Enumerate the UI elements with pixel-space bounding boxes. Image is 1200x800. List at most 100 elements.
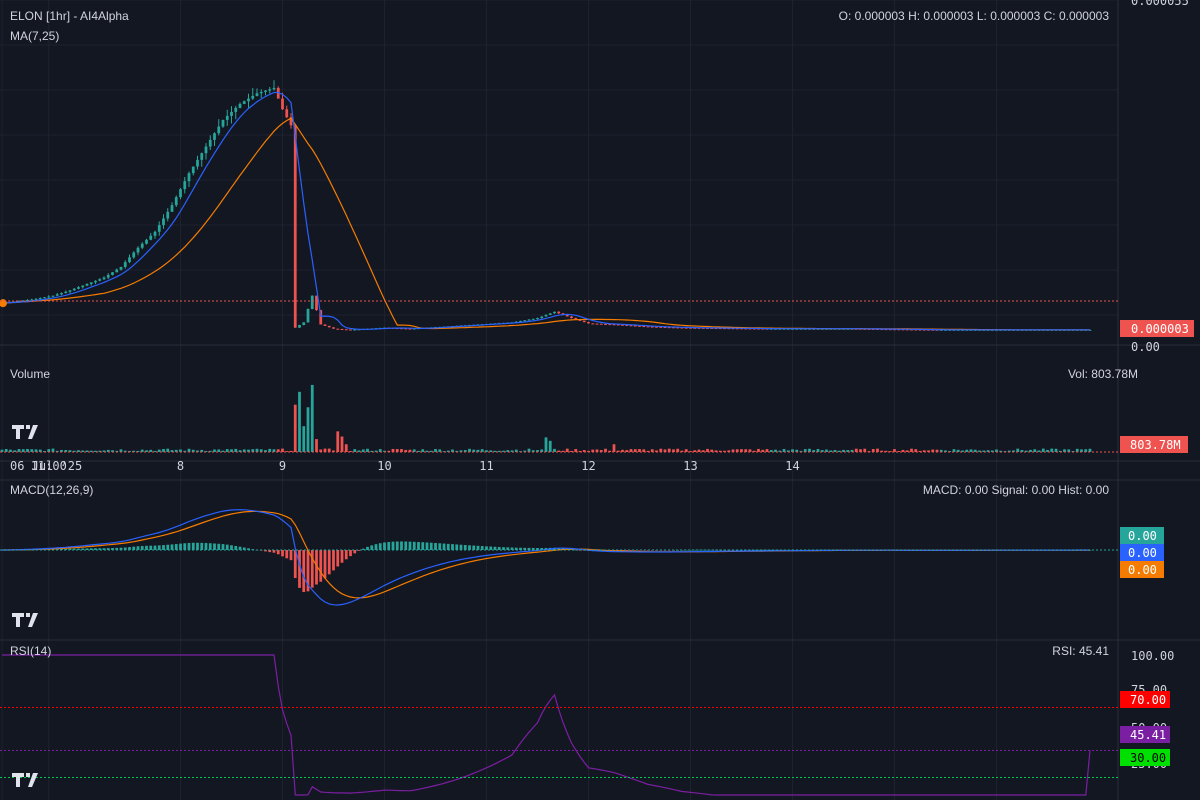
macd-hist-bar xyxy=(327,550,331,575)
candle-body xyxy=(663,327,667,329)
volume-bar xyxy=(13,450,17,452)
macd-hist-bar xyxy=(527,547,531,550)
macd-hist-bar xyxy=(225,544,229,550)
macd-hist-bar xyxy=(157,545,161,550)
volume-bar xyxy=(272,449,276,452)
macd-hist-bar xyxy=(336,550,340,567)
volume-bar xyxy=(574,449,578,452)
macd-hist-bar xyxy=(752,549,756,551)
macd-hist-bar xyxy=(140,545,144,550)
volume-bar xyxy=(833,449,837,452)
candle-body xyxy=(893,329,896,331)
macd-hist-bar xyxy=(191,542,195,550)
volume-bar xyxy=(1041,448,1045,452)
candle-body xyxy=(540,316,544,319)
volume-bar xyxy=(859,449,862,452)
volume-bar xyxy=(604,448,607,452)
ohlc-readout: O: 0.000003 H: 0.000003 L: 0.000003 C: 0… xyxy=(839,9,1110,23)
macd-hist-bar xyxy=(268,550,272,553)
candle-body xyxy=(574,318,578,320)
volume-bar xyxy=(986,450,990,452)
volume-bar xyxy=(816,449,820,452)
candle-body xyxy=(876,329,879,331)
macd-hist-bar xyxy=(123,547,127,550)
volume-bar xyxy=(196,450,199,452)
macd-hist-bar xyxy=(557,547,561,550)
candle-body xyxy=(340,329,344,331)
candle-body xyxy=(272,87,276,90)
macd-hist-bar xyxy=(64,548,68,550)
macd-hist-bar xyxy=(502,547,505,550)
volume-bar xyxy=(910,448,913,452)
volume-bar xyxy=(102,450,106,452)
volume-bar xyxy=(531,450,535,452)
volume-bar xyxy=(136,450,140,452)
macd-hist-bar xyxy=(196,542,199,550)
time-axis-label: 11 xyxy=(479,459,493,473)
volume-bar xyxy=(1084,449,1088,452)
candle-body xyxy=(55,294,59,296)
volume-bar xyxy=(629,449,633,452)
candle-body xyxy=(34,298,38,300)
rsi-30-badge xyxy=(1120,749,1170,766)
candle-body xyxy=(910,329,913,331)
macd-hist-bar xyxy=(633,550,637,551)
volume-bar xyxy=(536,450,539,452)
time-axis-label: 10 xyxy=(377,459,391,473)
candle-body xyxy=(200,153,204,160)
volume-bar xyxy=(340,436,344,452)
macd-hist-bar xyxy=(353,550,357,554)
volume-bar xyxy=(383,450,386,452)
candle-body xyxy=(536,318,539,320)
volume-bar xyxy=(718,450,722,452)
volume-title: Volume xyxy=(10,367,50,381)
volume-bar xyxy=(812,450,816,452)
candle-body xyxy=(621,324,624,326)
volume-bar xyxy=(922,450,926,452)
volume-bar xyxy=(1063,449,1066,452)
candle-body xyxy=(332,327,335,329)
volume-bar xyxy=(548,440,552,452)
volume-bar xyxy=(417,450,420,452)
volume-bar xyxy=(344,444,348,452)
tradingview-logo-icon xyxy=(12,773,38,787)
volume-bar xyxy=(893,449,896,452)
candle-body xyxy=(217,126,221,134)
candle-body xyxy=(111,272,114,275)
volume-bar xyxy=(778,450,782,452)
macd-hist-bar xyxy=(68,548,72,550)
candle-body xyxy=(115,269,119,273)
ohlc-o-label: O: xyxy=(839,9,852,23)
macd-hist-bar xyxy=(642,550,646,551)
volume-bar xyxy=(111,450,114,452)
volume-bar xyxy=(944,450,947,452)
volume-bar xyxy=(489,450,493,452)
macd-hist-bar xyxy=(395,541,399,550)
volume-bar xyxy=(225,449,229,452)
candle-body xyxy=(64,291,68,294)
candle-body xyxy=(672,327,675,329)
volume-bar xyxy=(204,450,208,452)
volume-bar xyxy=(642,449,646,452)
candle-body xyxy=(183,181,187,190)
macd-hist-bar xyxy=(174,544,178,550)
rsi-axis-tick-100: 100.00 xyxy=(1131,649,1174,663)
macd-hist-bar xyxy=(81,548,85,550)
volume-bar xyxy=(927,450,930,452)
candle-body xyxy=(123,262,127,267)
volume-bar xyxy=(34,449,38,452)
macd-hist-bar xyxy=(264,550,267,552)
volume-bar xyxy=(319,449,323,452)
volume-bar xyxy=(901,449,905,452)
macd-readout: MACD: 0.00 Signal: 0.00 Hist: 0.00 xyxy=(923,483,1109,497)
candle-body xyxy=(901,329,905,331)
candle-body xyxy=(21,300,25,302)
volume-bar xyxy=(268,448,272,452)
volume-bar xyxy=(1071,450,1075,452)
macd-hist-bar xyxy=(357,550,361,551)
volume-bar xyxy=(561,450,565,452)
macd-hist-bar xyxy=(200,542,204,550)
time-axis-label: 14 xyxy=(785,459,799,473)
volume-bar xyxy=(1020,449,1024,452)
